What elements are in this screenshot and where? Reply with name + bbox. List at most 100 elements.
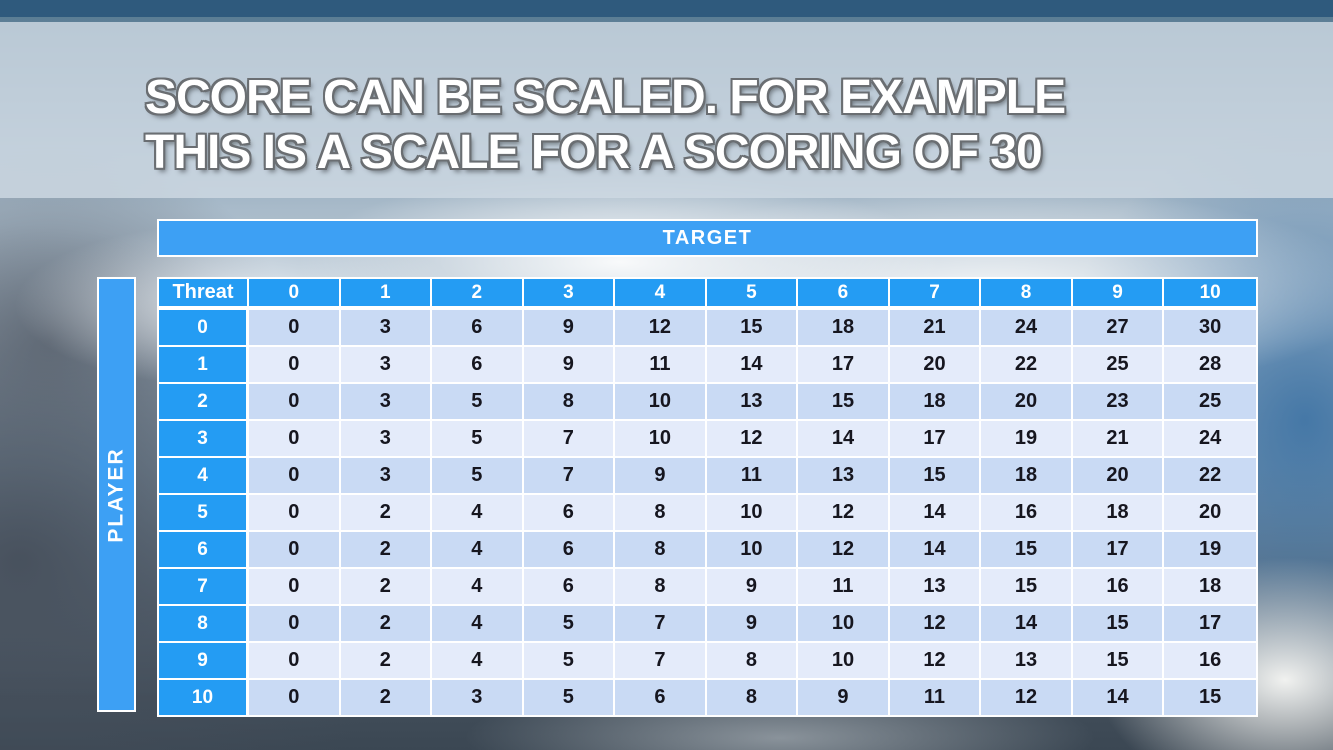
score-cell: 25 — [1164, 384, 1256, 421]
column-header: 8 — [981, 279, 1073, 310]
score-cell: 8 — [615, 532, 707, 569]
score-cell: 24 — [1164, 421, 1256, 458]
score-cell: 0 — [249, 310, 341, 347]
score-cell: 14 — [706, 347, 799, 384]
score-cell: 6 — [523, 569, 616, 606]
score-cell: 18 — [889, 384, 982, 421]
score-cell: 15 — [706, 310, 799, 347]
column-header: 3 — [523, 279, 616, 310]
column-header: 4 — [615, 279, 707, 310]
score-cell: 18 — [981, 458, 1073, 495]
score-cell: 11 — [615, 347, 707, 384]
row-header: 3 — [159, 421, 249, 458]
score-cell: 3 — [340, 421, 433, 458]
score-cell: 0 — [249, 384, 341, 421]
top-accent-bar — [0, 0, 1333, 17]
title-line-1: SCORE CAN BE SCALED. FOR EXAMPLE — [145, 71, 1066, 124]
table-row: 5 0 2 4 6 8 10 12 14 16 18 20 — [159, 495, 1256, 532]
table-row: 7 0 2 4 6 8 9 11 13 15 16 18 — [159, 569, 1256, 606]
score-cell: 5 — [432, 384, 524, 421]
player-axis-header: PLAYER — [97, 277, 136, 712]
score-cell: 0 — [249, 347, 341, 384]
row-header: 8 — [159, 606, 249, 643]
title-band: SCORE CAN BE SCALED. FOR EXAMPLE THIS IS… — [0, 22, 1333, 198]
score-cell: 3 — [432, 680, 524, 715]
table-body: 0 0 3 6 9 12 15 18 21 24 27 30 1 0 3 6 9 11 14 17 20 22 25 28 2 0… — [159, 310, 1256, 715]
column-header: 2 — [432, 279, 524, 310]
score-cell: 21 — [889, 310, 982, 347]
table-row: 8 0 2 4 5 7 9 10 12 14 15 17 — [159, 606, 1256, 643]
row-header: 4 — [159, 458, 249, 495]
score-cell: 9 — [706, 569, 799, 606]
score-cell: 10 — [706, 532, 799, 569]
score-cell: 14 — [889, 495, 982, 532]
score-cell: 14 — [798, 421, 890, 458]
row-header: 2 — [159, 384, 249, 421]
score-cell: 10 — [798, 643, 890, 680]
score-cell: 13 — [981, 643, 1073, 680]
score-cell: 4 — [432, 569, 524, 606]
score-cell: 4 — [432, 495, 524, 532]
score-cell: 0 — [249, 569, 341, 606]
score-cell: 19 — [1164, 532, 1256, 569]
score-cell: 20 — [1164, 495, 1256, 532]
score-cell: 9 — [615, 458, 707, 495]
score-cell: 0 — [249, 532, 341, 569]
score-cell: 12 — [615, 310, 707, 347]
score-cell: 20 — [1072, 458, 1165, 495]
player-axis-label: PLAYER — [104, 446, 128, 543]
score-cell: 8 — [615, 495, 707, 532]
score-cell: 12 — [798, 495, 890, 532]
score-cell: 4 — [432, 606, 524, 643]
score-cell: 18 — [1072, 495, 1165, 532]
score-cell: 18 — [798, 310, 890, 347]
score-cell: 15 — [1072, 643, 1165, 680]
score-cell: 17 — [1072, 532, 1165, 569]
score-cell: 2 — [340, 606, 433, 643]
score-cell: 22 — [1164, 458, 1256, 495]
score-cell: 11 — [798, 569, 890, 606]
row-header: 10 — [159, 680, 249, 715]
score-matrix-table: Threat 0 1 2 3 4 5 6 7 8 9 10 0 0 3 6 9 12 15 18 21 24 27 30 1… — [157, 277, 1258, 717]
row-header: 5 — [159, 495, 249, 532]
row-header: 7 — [159, 569, 249, 606]
score-cell: 0 — [249, 495, 341, 532]
target-axis-label: TARGET — [662, 226, 753, 249]
score-cell: 3 — [340, 310, 433, 347]
column-header: 0 — [249, 279, 341, 310]
score-cell: 10 — [706, 495, 799, 532]
score-cell: 21 — [1072, 421, 1165, 458]
table-row: 6 0 2 4 6 8 10 12 14 15 17 19 — [159, 532, 1256, 569]
score-cell: 12 — [706, 421, 799, 458]
score-cell: 28 — [1164, 347, 1256, 384]
score-cell: 4 — [432, 532, 524, 569]
score-cell: 12 — [981, 680, 1073, 715]
table-row: 9 0 2 4 5 7 8 10 12 13 15 16 — [159, 643, 1256, 680]
header-row: Threat 0 1 2 3 4 5 6 7 8 9 10 — [159, 279, 1256, 310]
score-cell: 19 — [981, 421, 1073, 458]
score-cell: 17 — [1164, 606, 1256, 643]
score-cell: 6 — [615, 680, 707, 715]
score-cell: 15 — [1164, 680, 1256, 715]
table-row: 4 0 3 5 7 9 11 13 15 18 20 22 — [159, 458, 1256, 495]
score-cell: 12 — [798, 532, 890, 569]
score-cell: 2 — [340, 495, 433, 532]
column-header: 1 — [340, 279, 433, 310]
score-cell: 9 — [706, 606, 799, 643]
score-cell: 6 — [523, 532, 616, 569]
score-cell: 6 — [523, 495, 616, 532]
column-header: 7 — [889, 279, 982, 310]
score-cell: 5 — [432, 421, 524, 458]
score-cell: 13 — [798, 458, 890, 495]
score-cell: 7 — [615, 643, 707, 680]
table-row: 1 0 3 6 9 11 14 17 20 22 25 28 — [159, 347, 1256, 384]
score-cell: 5 — [523, 606, 616, 643]
score-cell: 8 — [706, 643, 799, 680]
score-cell: 2 — [340, 532, 433, 569]
score-cell: 6 — [432, 310, 524, 347]
row-header: 6 — [159, 532, 249, 569]
score-cell: 16 — [1164, 643, 1256, 680]
score-cell: 13 — [889, 569, 982, 606]
score-cell: 3 — [340, 347, 433, 384]
